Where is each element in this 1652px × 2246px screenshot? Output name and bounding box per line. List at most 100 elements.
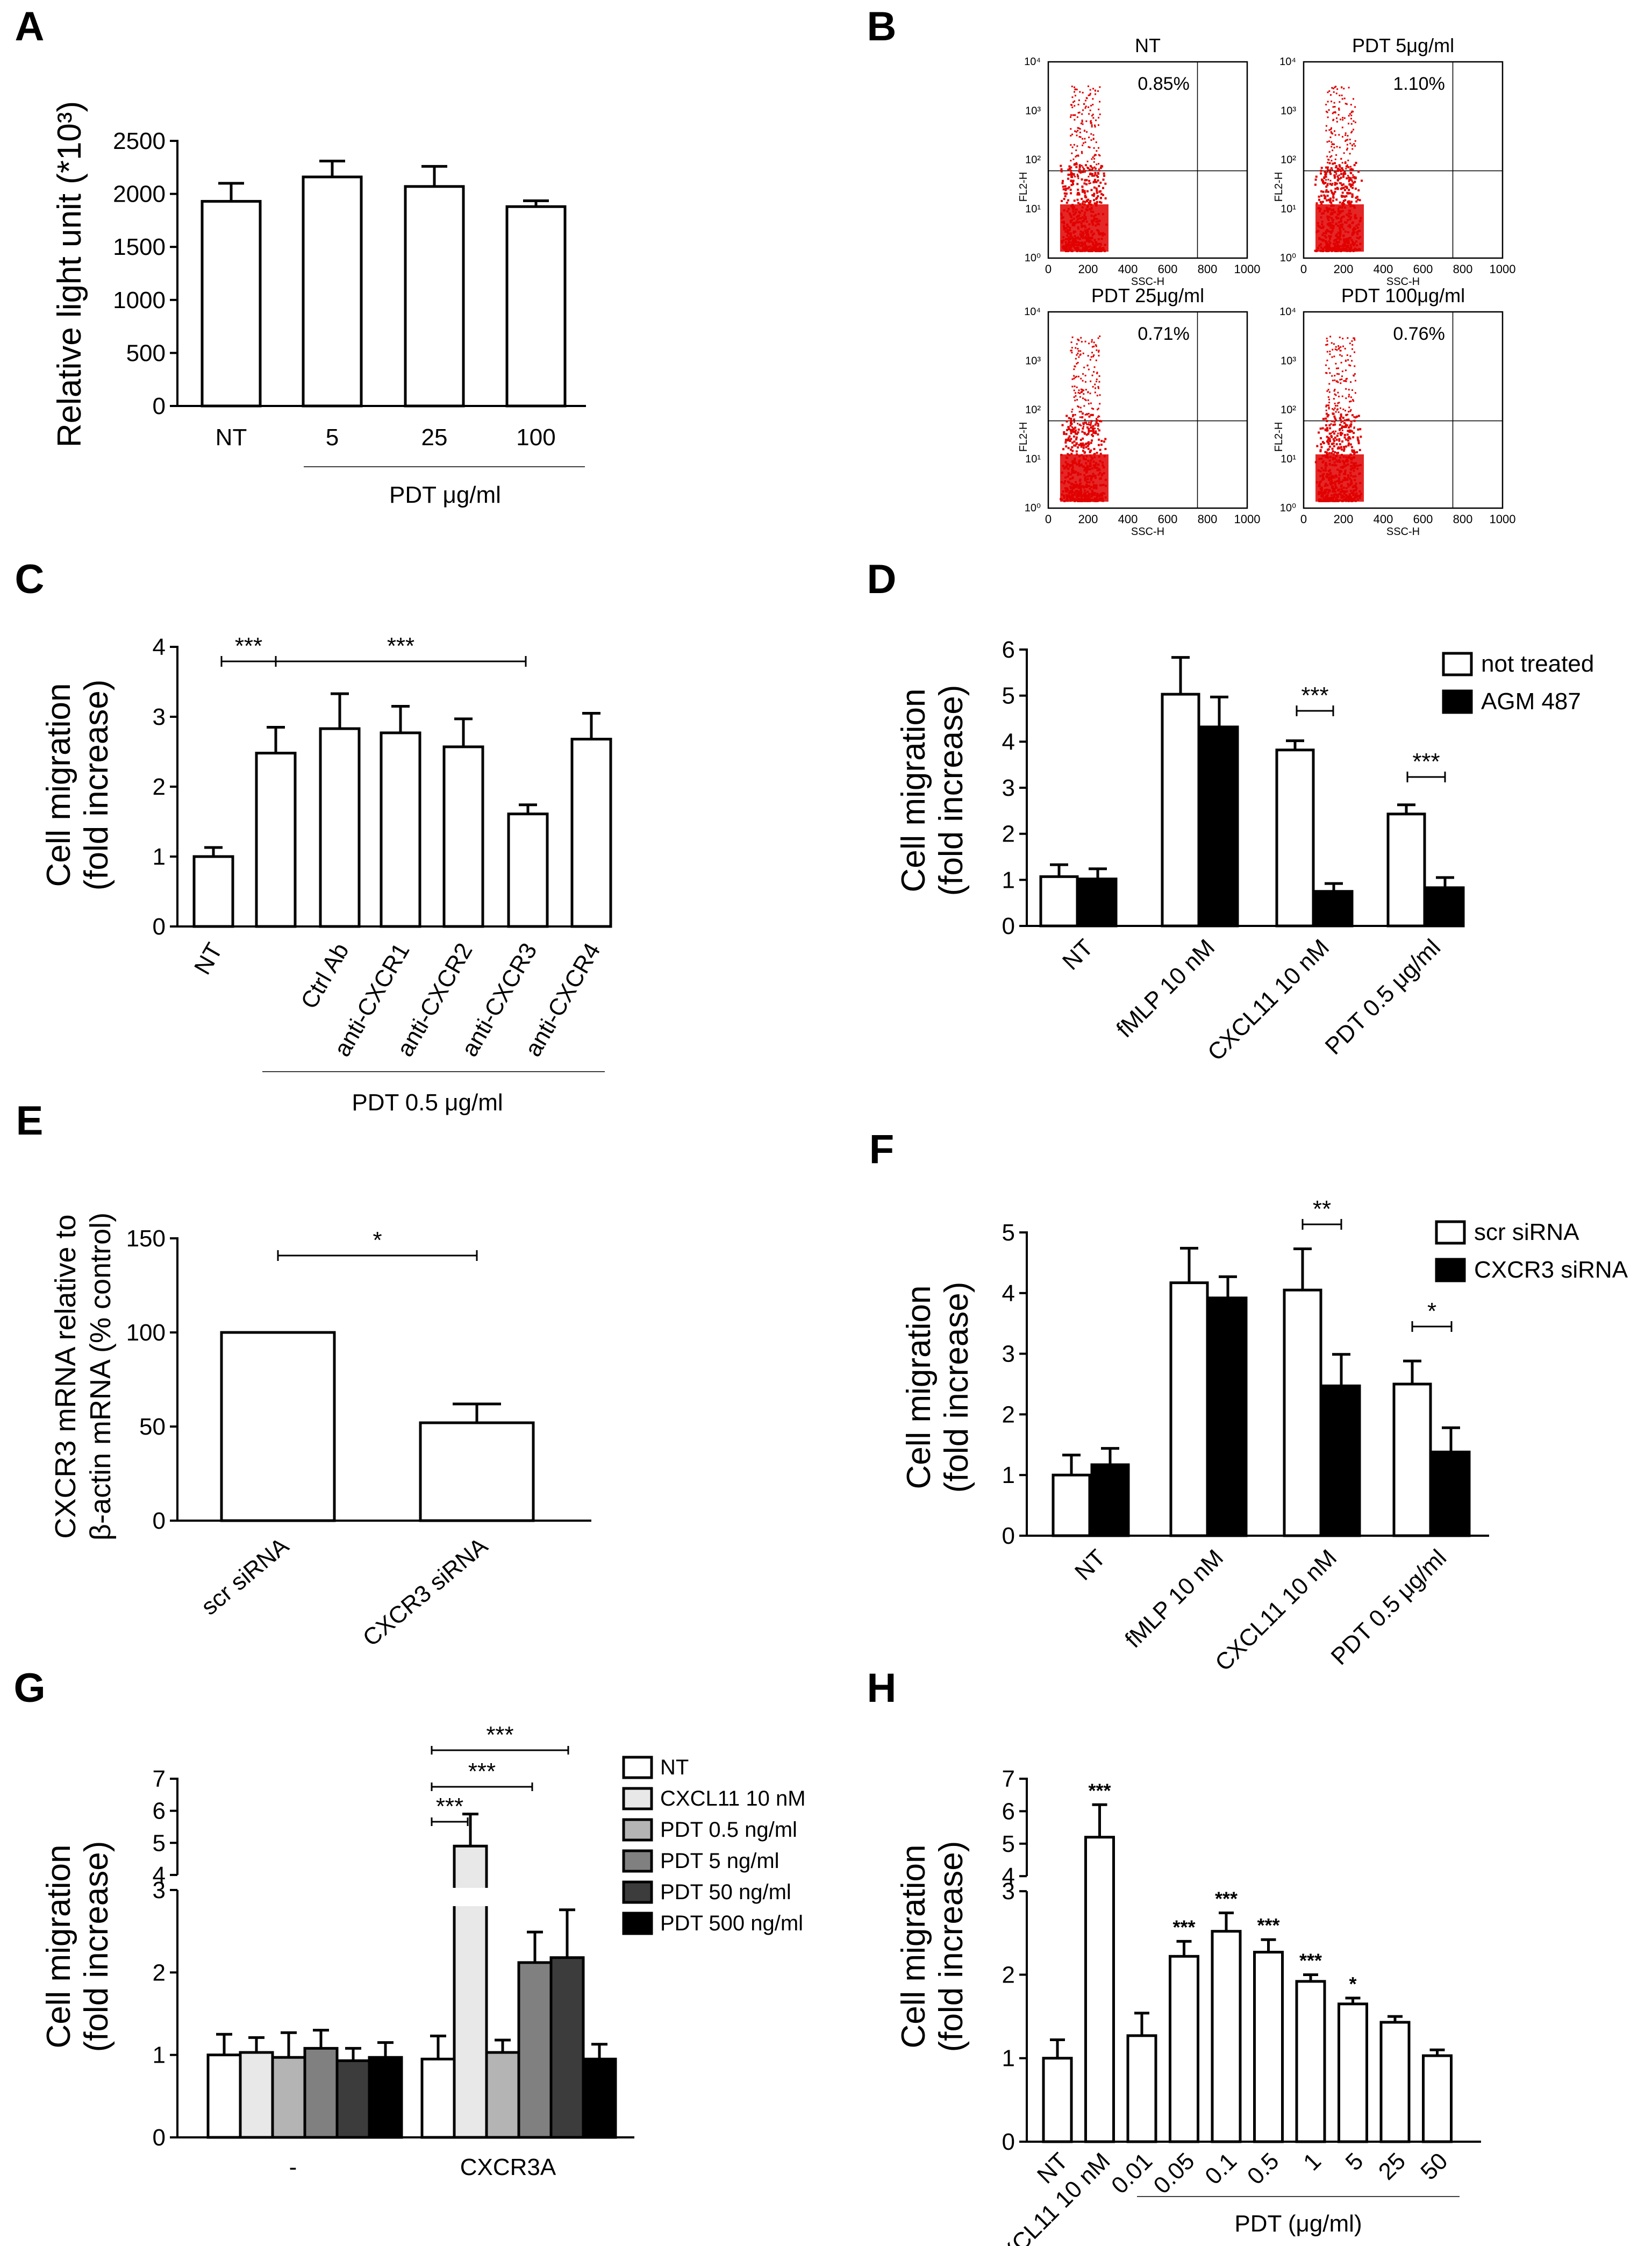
event-dot <box>1338 134 1340 136</box>
event-dot <box>1326 420 1328 423</box>
event-dot <box>1333 91 1335 93</box>
y-tick-label: 3 <box>153 1877 166 1903</box>
event-dot <box>1349 138 1351 140</box>
axis-break-gap <box>452 1887 489 1906</box>
event-dot <box>1088 85 1090 87</box>
event-dot <box>1340 346 1342 348</box>
x-tick-label: 100 <box>516 424 555 451</box>
significance-label: *** <box>387 633 414 659</box>
event-dot <box>1086 190 1089 192</box>
event-dot <box>1346 144 1348 146</box>
event-dot <box>1077 192 1080 195</box>
event-dot <box>1075 392 1077 394</box>
event-dot <box>1326 436 1328 438</box>
event-dot <box>1324 451 1327 453</box>
event-dot <box>1102 187 1104 189</box>
event-dot <box>1357 442 1360 445</box>
event-dot <box>1087 447 1090 450</box>
x-axis-title: SSC-H <box>1386 526 1420 538</box>
event-dot <box>1342 417 1345 419</box>
event-dot <box>1067 447 1070 450</box>
event-dot <box>1094 391 1096 394</box>
event-dot <box>1077 127 1079 129</box>
significance-label: ** <box>1313 1196 1331 1222</box>
event-dot <box>1082 109 1084 111</box>
group-label: PDT (μg/ml) <box>1234 2211 1362 2237</box>
event-dot <box>1102 179 1105 181</box>
event-dot <box>1093 155 1096 157</box>
event-dot <box>1325 409 1327 411</box>
event-dot <box>1332 182 1334 184</box>
event-dot <box>1328 424 1331 426</box>
event-dot <box>1093 366 1096 368</box>
y-tick-label: 500 <box>126 340 166 366</box>
event-dot <box>1098 351 1100 353</box>
event-dot <box>1080 424 1082 426</box>
event-dot <box>1335 362 1337 365</box>
event-dot <box>1085 183 1088 186</box>
event-dot <box>1345 423 1347 425</box>
event-dot <box>1349 365 1351 367</box>
event-dot <box>1325 364 1327 366</box>
y-tick-label: 0 <box>153 1508 166 1534</box>
bar <box>1126 2034 1157 2143</box>
event-dot <box>1098 420 1101 423</box>
x-tick-label: CXCR3 siRNA <box>358 1532 493 1652</box>
event-dot <box>1070 166 1072 169</box>
event-dot <box>1091 115 1093 117</box>
event-dot <box>1351 340 1353 342</box>
x-axis-title: SSC-H <box>1131 276 1164 288</box>
event-dot <box>1099 453 1102 455</box>
event-dot <box>1345 438 1348 441</box>
event-dot <box>1350 123 1353 125</box>
event-dot <box>1340 158 1342 160</box>
event-dot <box>1345 359 1347 361</box>
event-dot <box>1351 148 1354 150</box>
event-dot <box>1327 389 1329 391</box>
event-dot <box>1090 420 1093 423</box>
event-dot <box>1076 155 1078 157</box>
event-dot <box>1075 429 1077 432</box>
events-cloud <box>1314 336 1364 502</box>
event-dot <box>1354 140 1356 142</box>
y-tick-label: 4 <box>153 1862 166 1888</box>
event-dot <box>1090 426 1092 429</box>
event-dot <box>1352 174 1354 176</box>
bar <box>1321 1384 1361 1537</box>
event-dot <box>1341 440 1344 443</box>
bar <box>1052 1473 1091 1537</box>
bar <box>1090 1463 1130 1537</box>
event-dot <box>1088 415 1091 418</box>
event-dot <box>1342 175 1345 177</box>
event-dot <box>1324 197 1326 199</box>
x-tick-label: 0 <box>1300 512 1307 526</box>
event-dot <box>1077 348 1079 350</box>
event-dot <box>1354 351 1356 353</box>
bar <box>505 205 567 408</box>
event-dot <box>1347 439 1349 442</box>
event-dot <box>1073 375 1075 377</box>
event-dot <box>1338 345 1340 347</box>
event-dot <box>1090 120 1092 123</box>
event-dot <box>1342 450 1345 452</box>
x-tick-label: 400 <box>1118 512 1138 526</box>
event-dot <box>1345 134 1347 136</box>
x-tick-label: 1 <box>1298 2148 1326 2176</box>
event-dot <box>1079 396 1081 398</box>
event-dot <box>1322 418 1325 420</box>
event-dot <box>1334 134 1336 136</box>
event-dot <box>1336 405 1339 407</box>
y-tick-label: 0 <box>1002 1523 1015 1549</box>
event-dot <box>1331 127 1333 129</box>
event-dot <box>1327 441 1329 444</box>
event-dot <box>1351 414 1354 417</box>
event-dot <box>1088 427 1090 430</box>
event-dot <box>1085 446 1088 448</box>
event-dot <box>1097 424 1099 427</box>
event-dot <box>1339 407 1341 409</box>
y-tick-label: 0 <box>153 914 166 940</box>
event-dot <box>1079 353 1082 355</box>
event-dot <box>1099 167 1102 169</box>
bar <box>1295 1980 1326 2143</box>
event-dot <box>1338 348 1340 350</box>
